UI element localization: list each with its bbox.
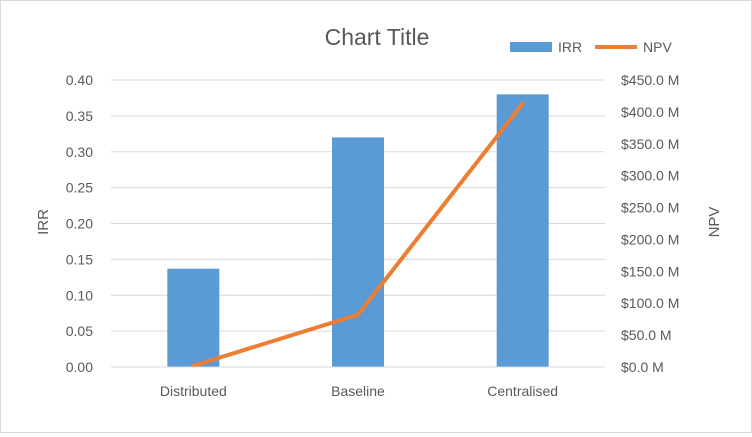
y2-tick-label: $400.0 M: [621, 104, 679, 120]
y-tick-label: 0.30: [66, 144, 93, 160]
y2-axis-label: NPV: [706, 207, 723, 238]
bar-irr-centralised: [496, 94, 549, 367]
y-tick-label: 0.00: [66, 359, 93, 375]
irr-bars: [167, 94, 549, 367]
y2-tick-label: $450.0 M: [621, 72, 679, 88]
y2-tick-label: $300.0 M: [621, 168, 679, 184]
y-tick-label: 0.25: [66, 180, 93, 196]
y-tick-label: 0.10: [66, 287, 93, 303]
npv-line-group: [191, 101, 525, 368]
legend-npv-label: NPV: [643, 39, 672, 55]
x-tick-label: Distributed: [160, 383, 227, 399]
legend-irr-label: IRR: [558, 39, 582, 55]
legend: IRR NPV: [510, 39, 672, 55]
y-tick-label: 0.35: [66, 108, 93, 124]
y2-tick-label: $50.0 M: [621, 327, 672, 343]
y-tick-label: 0.05: [66, 323, 93, 339]
y-tick-label: 0.15: [66, 251, 93, 267]
y2-tick-label: $100.0 M: [621, 295, 679, 311]
y2-tick-label: $250.0 M: [621, 200, 679, 216]
y2-tick-label: $350.0 M: [621, 136, 679, 152]
x-tick-label: Centralised: [487, 383, 558, 399]
y-axis-label: IRR: [35, 209, 52, 235]
bar-irr-distributed: [167, 268, 220, 367]
legend-irr-swatch: [510, 42, 552, 52]
y-tick-label: 0.40: [66, 72, 93, 88]
y-tick-label: 0.20: [66, 216, 93, 232]
x-tick-label: Baseline: [331, 383, 385, 399]
y2-tick-label: $0.0 M: [621, 359, 664, 375]
y2-tick-label: $150.0 M: [621, 263, 679, 279]
chart-title: Chart Title: [325, 24, 430, 50]
bar-irr-baseline: [332, 137, 384, 367]
npv-line: [191, 101, 525, 368]
axes: 0.00 0.05 0.10 0.15 0.20 0.25 0.30 0.35 0.40 $0.0…: [66, 72, 680, 399]
y2-tick-label: $200.0 M: [621, 231, 679, 247]
